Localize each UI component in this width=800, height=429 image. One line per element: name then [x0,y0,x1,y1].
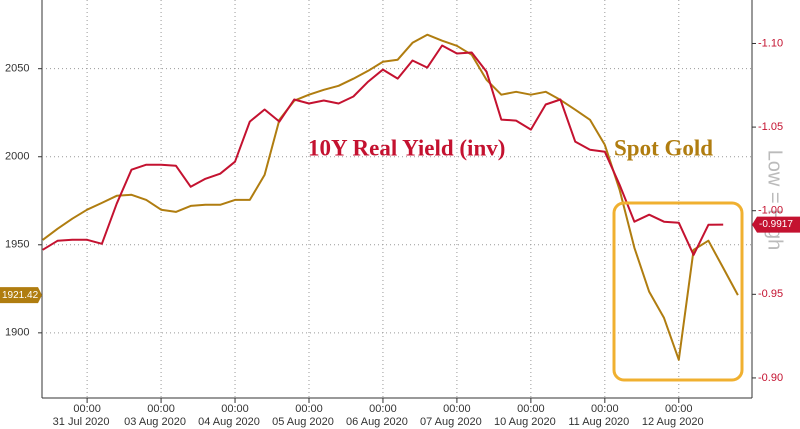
y-tick-label: 1900 [5,327,29,339]
y2-tick-label: -0.90 [758,372,783,384]
series-annotation: 10Y Real Yield (inv) [308,135,505,160]
y2-tick-label: -0.95 [758,288,783,300]
x-tick-label: 00:00 [73,403,101,415]
series-annotation: Spot Gold [614,135,713,160]
y2-axis-title: Low = High [764,150,786,251]
date-label: 07 Aug 2020 [420,416,482,428]
x-tick-label: 00:00 [443,403,471,415]
date-label: 06 Aug 2020 [346,416,408,428]
y-tick-label: 2050 [5,63,29,75]
y2-tick-label: -1.00 [758,205,783,217]
last-value-tag [0,287,42,304]
lines [42,33,739,361]
date-label: 04 Aug 2020 [198,416,260,428]
x-tick-label: 00:00 [295,403,323,415]
y-tick-label: 1950 [5,239,29,251]
date-label: 05 Aug 2020 [272,416,334,428]
x-tick-label: 00:00 [221,403,249,415]
y-tick-label: 2000 [5,151,29,163]
date-label: 11 Aug 2020 [568,416,629,428]
x-tick-label: 00:00 [517,403,545,415]
date-label: 03 Aug 2020 [124,416,186,428]
x-tick-label: 00:00 [665,403,693,415]
last-value-label: 1921.42 [2,290,39,301]
last-value-tag [752,216,800,233]
y2-tick-label: -1.10 [758,37,783,49]
x-tick-label: 00:00 [591,403,619,415]
grid [38,0,756,403]
highlight-box [612,201,744,382]
date-label: 10 Aug 2020 [494,416,556,428]
series-line [42,33,739,361]
y2-tick-label: -1.05 [758,121,783,133]
series-line [42,44,724,256]
date-label: 31 Jul 2020 [53,416,110,428]
date-label: 12 Aug 2020 [642,416,704,428]
x-tick-label: 00:00 [369,403,397,415]
x-tick-label: 00:00 [147,403,175,415]
last-value-label: -0.9917 [759,219,793,230]
